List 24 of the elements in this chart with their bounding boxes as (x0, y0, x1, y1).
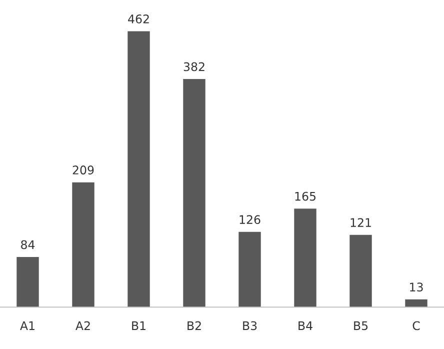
bar (128, 31, 150, 308)
data-label: 121 (350, 218, 371, 227)
bar (238, 232, 261, 308)
x-tick-label: B5 (354, 321, 368, 330)
bar (183, 79, 206, 308)
x-tick-label: B4 (298, 321, 312, 330)
x-tick-label: B2 (188, 321, 201, 330)
x-tick-label: B1 (132, 321, 146, 330)
x-tick-label: A2 (76, 321, 90, 330)
x-tick-label: C (412, 321, 420, 330)
bar (294, 208, 316, 308)
bar (350, 234, 372, 308)
data-label: 462 (128, 14, 149, 24)
data-label: 84 (21, 240, 35, 250)
data-label: 13 (410, 282, 423, 292)
x-tick-label: A1 (20, 321, 34, 330)
bar (72, 182, 94, 308)
x-tick-label: B3 (243, 321, 257, 330)
bar (16, 256, 39, 308)
data-label: 126 (240, 215, 260, 224)
data-label: 165 (295, 192, 316, 201)
bar (405, 299, 428, 308)
data-label: 209 (72, 166, 94, 174)
data-label: 382 (184, 62, 204, 72)
